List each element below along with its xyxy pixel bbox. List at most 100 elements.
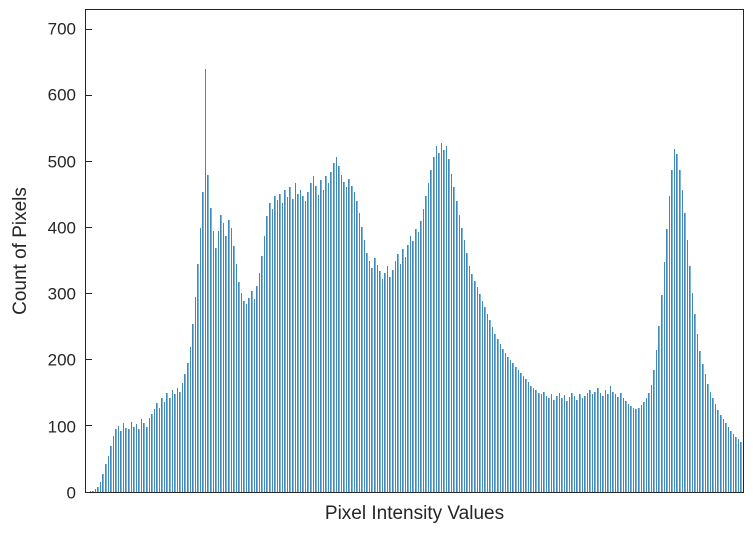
histogram-bar <box>599 392 602 492</box>
histogram-bar <box>591 394 594 492</box>
histogram-bar <box>420 221 422 492</box>
histogram-bar <box>535 390 537 492</box>
histogram-bar <box>348 179 350 492</box>
y-tick-mark <box>86 95 92 97</box>
histogram-bar <box>335 156 338 492</box>
histogram-bar <box>548 398 550 492</box>
histogram-bar <box>138 428 140 492</box>
histogram-bar <box>609 386 612 492</box>
histogram-bar <box>163 402 166 492</box>
histogram-bar <box>402 249 404 492</box>
y-tick-label: 0 <box>66 483 76 503</box>
histogram-bar <box>435 146 438 492</box>
histogram-bar <box>671 169 673 492</box>
histogram-bar <box>612 391 614 492</box>
histogram-bar <box>532 387 535 492</box>
histogram-bar <box>220 214 222 492</box>
y-tick-label: 600 <box>47 85 76 105</box>
histogram-bar <box>286 196 289 492</box>
histogram-bar <box>650 385 653 492</box>
histogram-bar <box>325 176 327 492</box>
histogram-bar <box>461 227 463 492</box>
histogram-bar <box>602 396 604 492</box>
histogram-bar <box>719 414 722 492</box>
histogram-bar <box>702 363 704 492</box>
histogram-bar <box>340 175 343 492</box>
histogram-bar <box>722 419 725 492</box>
histogram-bar <box>266 216 268 492</box>
histogram-bar <box>294 183 297 492</box>
histogram-bar <box>463 239 466 492</box>
histogram-bar <box>730 430 732 492</box>
plot-area <box>85 9 744 493</box>
histogram-bar <box>125 427 127 492</box>
histogram-bar <box>389 276 391 492</box>
histogram-bar <box>427 183 430 492</box>
histogram-bar <box>397 254 399 492</box>
histogram-bar <box>561 397 563 492</box>
histogram-bar <box>102 473 104 492</box>
histogram-bar <box>479 293 481 492</box>
histogram-bar <box>338 165 340 492</box>
histogram-bar <box>261 255 263 492</box>
histogram-bar <box>122 423 125 492</box>
histogram-bar <box>596 387 599 492</box>
histogram-bar <box>99 482 102 492</box>
histogram-bar <box>145 426 148 492</box>
histogram-bar <box>128 429 130 492</box>
histogram-bar <box>530 385 532 492</box>
histogram-bar <box>407 245 409 492</box>
histogram-bar <box>666 229 668 492</box>
histogram-bar <box>625 400 627 492</box>
histogram-bar <box>673 148 676 492</box>
histogram-bar <box>276 200 279 492</box>
histogram-bar <box>594 391 596 492</box>
y-tick-mark <box>86 227 92 229</box>
histogram-bar <box>309 183 312 492</box>
histogram-bar <box>614 394 617 492</box>
histogram-bar <box>333 163 335 492</box>
histogram-bar <box>502 349 504 492</box>
histogram-bar <box>379 271 381 492</box>
histogram-bar <box>194 297 197 492</box>
histogram-bar <box>358 213 361 492</box>
histogram-bar <box>668 196 671 492</box>
histogram-bar <box>727 427 730 492</box>
histogram-bar <box>576 399 578 492</box>
histogram-bar <box>491 326 494 492</box>
histogram-bar <box>648 392 650 492</box>
histogram-bar <box>302 196 304 492</box>
histogram-bar <box>499 344 502 492</box>
y-tick-mark <box>86 359 92 361</box>
histogram-bar <box>653 369 655 492</box>
histogram-bar <box>133 427 135 492</box>
histogram-bar <box>374 258 376 492</box>
histogram-bar <box>450 173 453 492</box>
y-tick-label: 700 <box>47 19 76 39</box>
histogram-bar <box>584 395 586 492</box>
histogram-bar <box>371 267 373 492</box>
histogram-bar <box>725 423 727 492</box>
histogram-bar <box>256 286 258 492</box>
y-tick-mark <box>86 425 92 427</box>
histogram-bar <box>189 346 192 492</box>
histogram-bar <box>350 185 353 492</box>
histogram-bar <box>630 406 632 492</box>
histogram-bar <box>566 400 568 492</box>
histogram-bar <box>299 189 302 492</box>
histogram-bar <box>471 274 473 492</box>
histogram-bar <box>555 396 558 492</box>
histogram-bar <box>297 193 299 492</box>
histogram-bar <box>604 389 607 492</box>
histogram-bar <box>494 333 496 492</box>
histogram-bar <box>607 394 609 492</box>
histogram-bar <box>92 490 94 492</box>
histogram-bar <box>545 396 548 492</box>
histogram-bar <box>284 189 286 492</box>
histogram-bar <box>445 146 448 492</box>
histogram-bar <box>712 398 714 492</box>
histogram-bar <box>497 338 499 492</box>
histogram-bar <box>412 241 414 492</box>
histogram-bar <box>517 369 520 492</box>
